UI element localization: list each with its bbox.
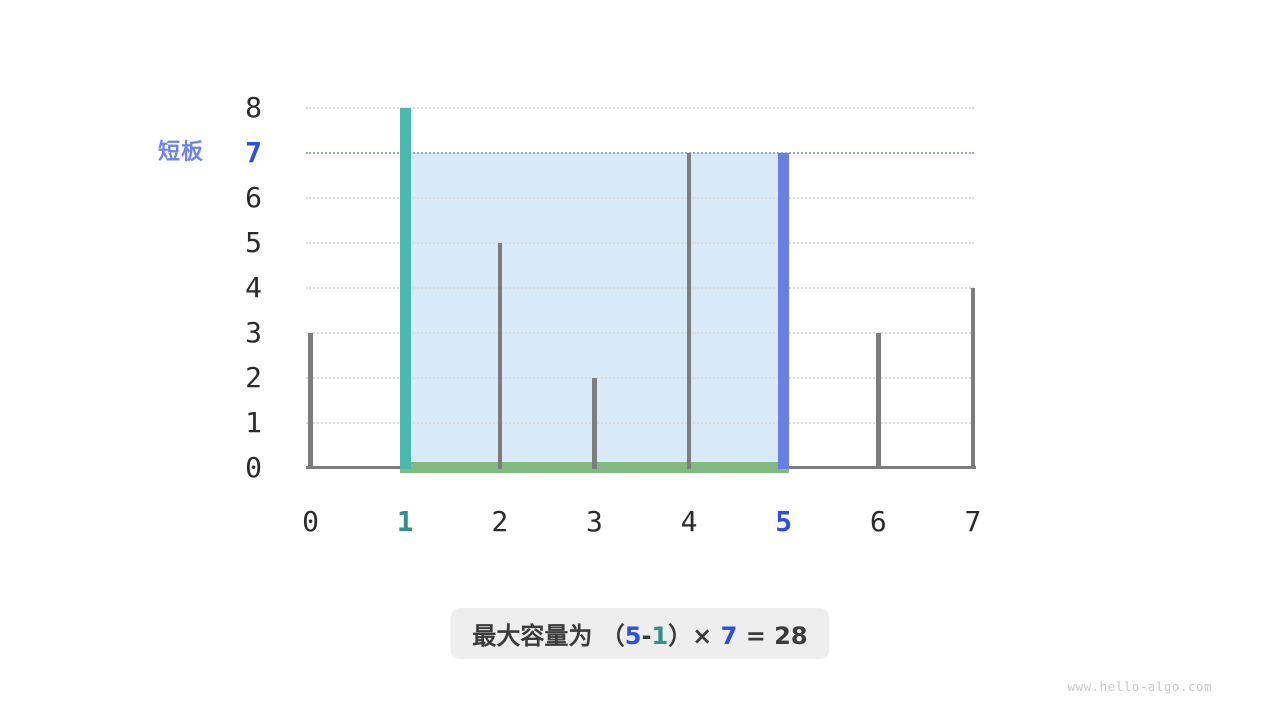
y-tick-label: 6 bbox=[245, 180, 262, 214]
gridline bbox=[306, 106, 974, 109]
short-board-label: 短板 bbox=[157, 140, 204, 165]
x-tick-label: 5 bbox=[775, 505, 793, 538]
height-bar bbox=[592, 377, 597, 469]
gridline bbox=[306, 286, 974, 289]
x-tick-label: 1 bbox=[396, 505, 414, 538]
y-tick-label: 3 bbox=[245, 315, 262, 349]
y-tick-label: 4 bbox=[245, 270, 262, 304]
x-tick-label: 4 bbox=[680, 505, 698, 538]
gridline bbox=[306, 376, 974, 379]
formula-prefix: 最大容量为 （ bbox=[472, 622, 625, 650]
gridline bbox=[306, 241, 974, 244]
formula-minus: - bbox=[641, 622, 652, 650]
y-tick-label: 1 bbox=[245, 405, 262, 439]
formula-mid: ）× bbox=[668, 622, 721, 650]
gridline bbox=[306, 196, 974, 199]
y-tick-label: 0 bbox=[245, 450, 262, 484]
water-level-line bbox=[306, 151, 974, 154]
gridline bbox=[306, 331, 974, 334]
x-tick-label: 7 bbox=[964, 505, 982, 538]
x-tick-label: 0 bbox=[302, 505, 319, 538]
gridline bbox=[306, 421, 974, 424]
height-bar bbox=[970, 287, 976, 469]
watermark: www.hello-algo.com bbox=[1067, 679, 1212, 694]
formula-equals: = bbox=[737, 622, 775, 650]
y-tick-label: 2 bbox=[245, 360, 262, 394]
formula-water-height: 7 bbox=[720, 622, 738, 650]
y-tick-label: 7 bbox=[245, 135, 262, 169]
height-bar bbox=[686, 152, 692, 469]
y-tick-label: 8 bbox=[245, 90, 262, 124]
height-bar bbox=[497, 242, 503, 469]
height-bar bbox=[308, 332, 313, 469]
y-tick-label: 5 bbox=[245, 225, 262, 259]
height-bar bbox=[876, 332, 881, 469]
right-pointer-bar bbox=[778, 152, 790, 469]
x-tick-label: 2 bbox=[491, 505, 509, 538]
formula-box: 最大容量为 （5-1）× 7 = 28 bbox=[450, 608, 830, 659]
formula-result: 28 bbox=[774, 622, 808, 650]
formula-right-index: 5 bbox=[624, 622, 642, 650]
x-tick-label: 3 bbox=[585, 505, 603, 538]
formula-left-index: 1 bbox=[651, 622, 669, 650]
x-tick-label: 6 bbox=[869, 505, 887, 538]
left-pointer-bar bbox=[399, 107, 411, 469]
